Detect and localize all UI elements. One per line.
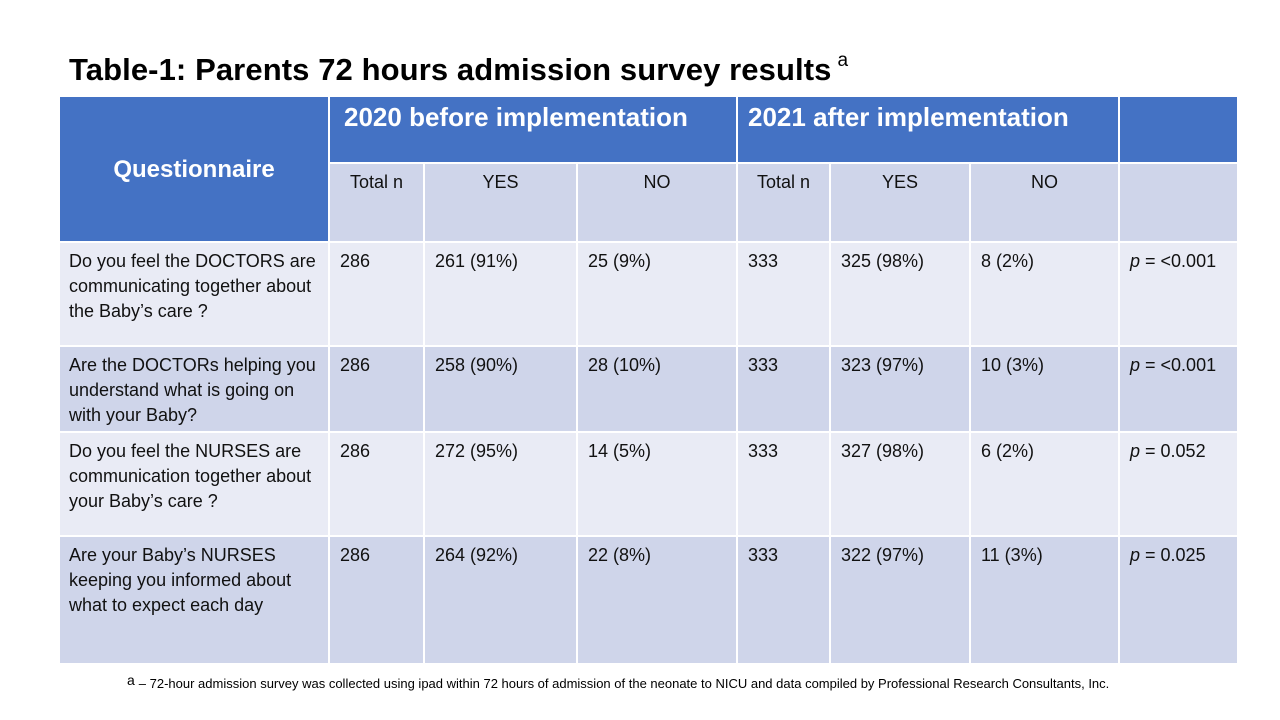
- row-2-yes-2020: 258 (90%): [425, 347, 578, 433]
- row-1-p-value: p = <0.001: [1120, 243, 1239, 347]
- table-title-text: Table-1: Parents 72 hours admission surv…: [69, 52, 832, 87]
- row-1-no-2020: 25 (9%): [578, 243, 738, 347]
- p-label: p: [1130, 441, 1141, 461]
- row-3-question: Do you feel the NURSES are communication…: [60, 433, 330, 537]
- row-1-yes-2021: 325 (98%): [831, 243, 971, 347]
- row-2-question: Are the DOCTORs helping you understand w…: [60, 347, 330, 433]
- row-2-total-2021: 333: [738, 347, 831, 433]
- row-4-no-2020: 22 (8%): [578, 537, 738, 665]
- header-pvalue-blank: [1120, 97, 1239, 164]
- table-title: Table-1: Parents 72 hours admission surv…: [69, 50, 848, 88]
- subheader-yes-2021: YES: [831, 164, 971, 243]
- header-questionnaire: Questionnaire: [60, 97, 330, 243]
- row-3-no-2020: 14 (5%): [578, 433, 738, 537]
- row-2-p-value: p = <0.001: [1120, 347, 1239, 433]
- row-4-total-2021: 333: [738, 537, 831, 665]
- row-3-yes-2020: 272 (95%): [425, 433, 578, 537]
- header-questionnaire-label: Questionnaire: [113, 155, 275, 183]
- row-4-yes-2021: 322 (97%): [831, 537, 971, 665]
- header-group-2021: 2021 after implementation: [738, 97, 1120, 164]
- row-1-total-2020: 286: [330, 243, 425, 347]
- row-4-no-2021: 11 (3%): [971, 537, 1120, 665]
- row-4-p-value: p = 0.025: [1120, 537, 1239, 665]
- row-1-question: Do you feel the DOCTORS are communicatin…: [60, 243, 330, 347]
- row-4-question: Are your Baby’s NURSES keeping you infor…: [60, 537, 330, 665]
- subheader-pvalue-blank: [1120, 164, 1239, 243]
- row-2-no-2020: 28 (10%): [578, 347, 738, 433]
- row-1-total-2021: 333: [738, 243, 831, 347]
- p-label: p: [1130, 355, 1141, 375]
- row-1-yes-2020: 261 (91%): [425, 243, 578, 347]
- subheader-no-2020: NO: [578, 164, 738, 243]
- row-2-no-2021: 10 (3%): [971, 347, 1120, 433]
- row-3-p-value: p = 0.052: [1120, 433, 1239, 537]
- subheader-yes-2020: YES: [425, 164, 578, 243]
- subheader-no-2021: NO: [971, 164, 1120, 243]
- p-value-text: = 0.052: [1140, 441, 1206, 461]
- footnote-text: – 72-hour admission survey was collected…: [138, 676, 1110, 691]
- p-value-text: = 0.025: [1140, 545, 1206, 565]
- row-1-no-2021: 8 (2%): [971, 243, 1120, 347]
- row-4-yes-2020: 264 (92%): [425, 537, 578, 665]
- row-3-total-2020: 286: [330, 433, 425, 537]
- footnote-marker: a: [127, 672, 135, 688]
- table-footnote: a – 72-hour admission survey was collecte…: [127, 672, 1109, 691]
- row-3-no-2021: 6 (2%): [971, 433, 1120, 537]
- subheader-total-2020: Total n: [330, 164, 425, 243]
- header-group-2020: 2020 before implementation: [330, 97, 738, 164]
- p-label: p: [1130, 251, 1141, 271]
- row-4-total-2020: 286: [330, 537, 425, 665]
- p-label: p: [1130, 545, 1141, 565]
- row-2-yes-2021: 323 (97%): [831, 347, 971, 433]
- p-value-text: = <0.001: [1140, 355, 1217, 375]
- row-3-total-2021: 333: [738, 433, 831, 537]
- row-2-total-2020: 286: [330, 347, 425, 433]
- subheader-total-2021: Total n: [738, 164, 831, 243]
- row-3-yes-2021: 327 (98%): [831, 433, 971, 537]
- p-value-text: = <0.001: [1140, 251, 1217, 271]
- title-footnote-marker: a: [837, 50, 849, 71]
